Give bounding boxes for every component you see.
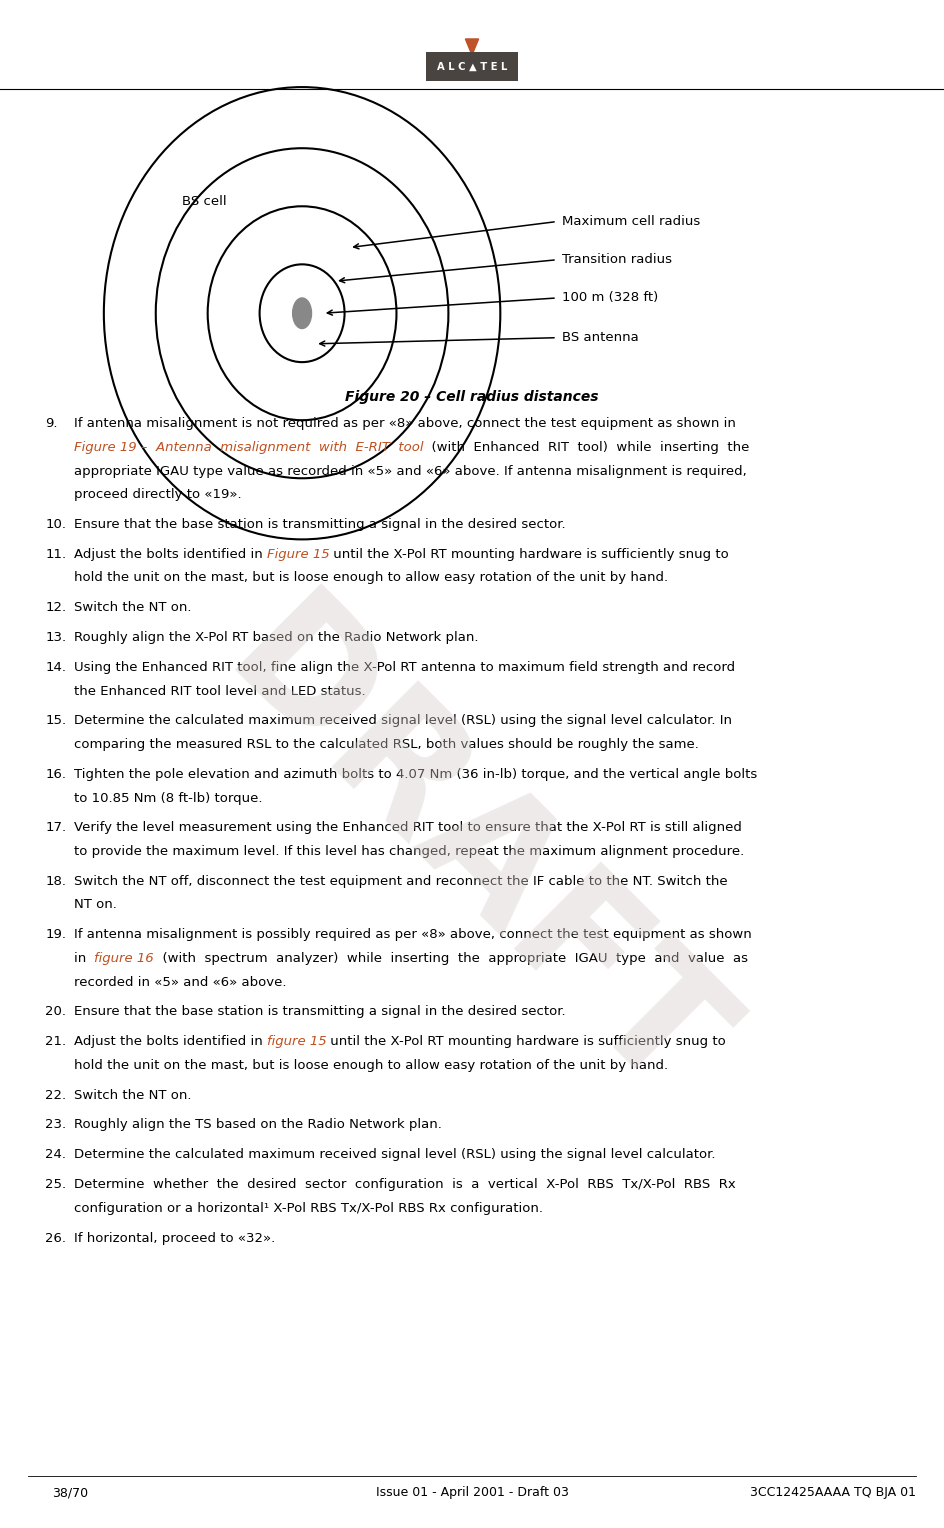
Text: the Enhanced RIT tool level and LED status.: the Enhanced RIT tool level and LED stat… [74,685,365,698]
Text: figure 15: figure 15 [266,1034,327,1048]
Text: figure 16: figure 16 [94,952,154,966]
Text: 23.: 23. [45,1118,66,1132]
Text: If antenna misalignment is possibly required as per «8» above, connect the test : If antenna misalignment is possibly requ… [74,927,751,941]
Text: comparing the measured RSL to the calculated RSL, both values should be roughly : comparing the measured RSL to the calcul… [74,738,699,752]
Text: A L C ▲ T E L: A L C ▲ T E L [437,61,507,72]
Text: to 10.85 Nm (8 ft-lb) torque.: to 10.85 Nm (8 ft-lb) torque. [74,792,262,805]
Text: Determine  whether  the  desired  sector  configuration  is  a  vertical  X-Pol : Determine whether the desired sector con… [74,1178,735,1192]
Text: Figure 19 –  Antenna  misalignment  with  E-RIT  tool: Figure 19 – Antenna misalignment with E-… [74,440,423,454]
Text: (with  spectrum  analyzer)  while  inserting  the  appropriate  IGAU  type  and : (with spectrum analyzer) while inserting… [154,952,748,966]
Text: 15.: 15. [45,714,66,727]
Text: If antenna misalignment is not required as per «8» above, connect the test equip: If antenna misalignment is not required … [74,417,735,431]
Text: Ensure that the base station is transmitting a signal in the desired sector.: Ensure that the base station is transmit… [74,518,565,532]
Text: 22.: 22. [45,1088,66,1102]
Text: 16.: 16. [45,767,66,781]
Text: until the X-Pol RT mounting hardware is sufficiently snug to: until the X-Pol RT mounting hardware is … [329,547,729,561]
Text: 21.: 21. [45,1034,66,1048]
Text: 17.: 17. [45,821,66,834]
Text: to provide the maximum level. If this level has changed, repeat the maximum alig: to provide the maximum level. If this le… [74,845,744,859]
Text: 25.: 25. [45,1178,66,1192]
Text: 24.: 24. [45,1148,66,1161]
Text: 100 m (328 ft): 100 m (328 ft) [562,292,658,304]
Text: 13.: 13. [45,631,66,645]
Text: Transition radius: Transition radius [562,254,672,266]
Text: Tighten the pole elevation and azimuth bolts to 4.07 Nm (36 in-lb) torque, and t: Tighten the pole elevation and azimuth b… [74,767,757,781]
Text: Roughly align the TS based on the Radio Network plan.: Roughly align the TS based on the Radio … [74,1118,442,1132]
Text: NT on.: NT on. [74,898,116,912]
Text: DRAFT: DRAFT [194,578,750,1134]
Text: Ensure that the base station is transmitting a signal in the desired sector.: Ensure that the base station is transmit… [74,1005,565,1019]
Text: 14.: 14. [45,660,66,674]
Text: Determine the calculated maximum received signal level (RSL) using the signal le: Determine the calculated maximum receive… [74,714,732,727]
Text: Adjust the bolts identified in: Adjust the bolts identified in [74,1034,266,1048]
Text: If horizontal, proceed to «32».: If horizontal, proceed to «32». [74,1232,275,1245]
Text: until the X-Pol RT mounting hardware is sufficiently snug to: until the X-Pol RT mounting hardware is … [327,1034,726,1048]
Text: 38/70: 38/70 [52,1487,88,1499]
Text: 3CC12425AAAA TQ BJA 01: 3CC12425AAAA TQ BJA 01 [750,1487,916,1499]
Text: 26.: 26. [45,1232,66,1245]
Text: Figure 20 – Cell radius distances: Figure 20 – Cell radius distances [346,390,598,405]
Text: Figure 15: Figure 15 [266,547,329,561]
Text: hold the unit on the mast, but is loose enough to allow easy rotation of the uni: hold the unit on the mast, but is loose … [74,1059,667,1073]
Circle shape [293,298,312,329]
Text: 20.: 20. [45,1005,66,1019]
Text: BS cell: BS cell [182,196,227,208]
Text: Verify the level measurement using the Enhanced RIT tool to ensure that the X-Po: Verify the level measurement using the E… [74,821,741,834]
Text: Switch the NT on.: Switch the NT on. [74,601,191,614]
Text: 12.: 12. [45,601,66,614]
Text: 11.: 11. [45,547,66,561]
Text: (with  Enhanced  RIT  tool)  while  inserting  the: (with Enhanced RIT tool) while inserting… [423,440,750,454]
Text: Determine the calculated maximum received signal level (RSL) using the signal le: Determine the calculated maximum receive… [74,1148,716,1161]
Text: Issue 01 - April 2001 - Draft 03: Issue 01 - April 2001 - Draft 03 [376,1487,568,1499]
Text: 9.: 9. [45,417,58,431]
Text: appropriate IGAU type value as recorded in «5» and «6» above. If antenna misalig: appropriate IGAU type value as recorded … [74,465,747,478]
Text: Using the Enhanced RIT tool, fine align the X-Pol RT antenna to maximum field st: Using the Enhanced RIT tool, fine align … [74,660,734,674]
Text: proceed directly to «19».: proceed directly to «19». [74,487,242,501]
FancyBboxPatch shape [426,52,518,81]
Text: Roughly align the X-Pol RT based on the Radio Network plan.: Roughly align the X-Pol RT based on the … [74,631,478,645]
Text: recorded in «5» and «6» above.: recorded in «5» and «6» above. [74,975,286,989]
Text: Adjust the bolts identified in: Adjust the bolts identified in [74,547,266,561]
Text: BS antenna: BS antenna [562,332,638,344]
Text: configuration or a horizontal¹ X-Pol RBS Tx/X-Pol RBS Rx configuration.: configuration or a horizontal¹ X-Pol RBS… [74,1201,543,1215]
Text: Maximum cell radius: Maximum cell radius [562,215,700,228]
Text: Switch the NT on.: Switch the NT on. [74,1088,191,1102]
Text: 19.: 19. [45,927,66,941]
Text: Switch the NT off, disconnect the test equipment and reconnect the IF cable to t: Switch the NT off, disconnect the test e… [74,874,727,888]
Polygon shape [465,38,479,55]
Text: 10.: 10. [45,518,66,532]
Text: hold the unit on the mast, but is loose enough to allow easy rotation of the uni: hold the unit on the mast, but is loose … [74,571,667,585]
Text: 18.: 18. [45,874,66,888]
Text: in: in [74,952,94,966]
